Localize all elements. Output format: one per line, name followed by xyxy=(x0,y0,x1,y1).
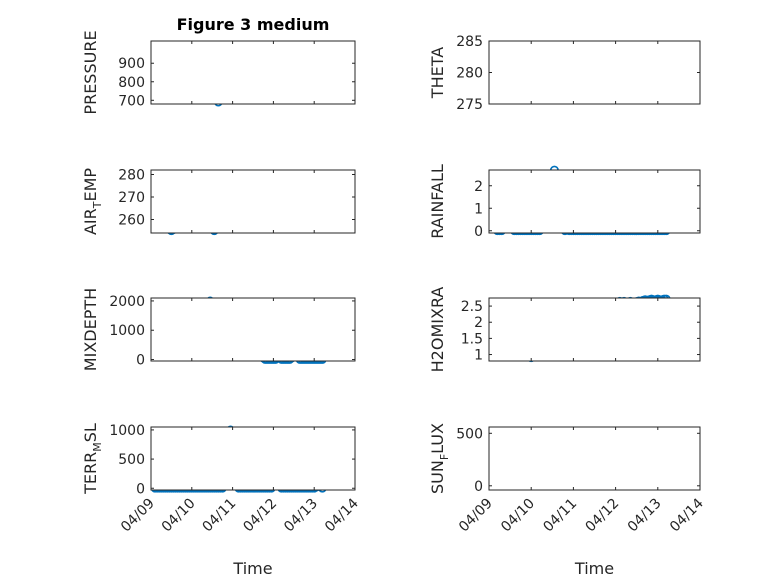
subplot-3: 260 270 280 AIRTEMP xyxy=(81,168,356,236)
y-label-part: SL xyxy=(81,423,100,442)
y-axis-label: MIXDEPTH xyxy=(81,288,100,371)
axes-box xyxy=(488,426,701,491)
y-axis-label: TERRMSL xyxy=(81,423,104,495)
y-tick-label: 900 xyxy=(118,56,145,72)
y-tick-label: 1.5 xyxy=(461,331,483,347)
y-tick-label: 2 xyxy=(474,179,483,195)
y-label-part: EMP xyxy=(81,168,100,202)
axes-box xyxy=(150,169,356,234)
y-tick-label: 280 xyxy=(456,66,483,82)
y-axis-label: SUNFLUX xyxy=(428,423,451,494)
axes-box xyxy=(150,40,356,105)
axes-box xyxy=(150,426,356,491)
y-tick-label: 2000 xyxy=(109,294,145,310)
y-label-subscript: M xyxy=(91,442,104,452)
y-tick-label: 1000 xyxy=(109,423,145,439)
y-label-subscript: T xyxy=(91,201,104,209)
y-label-part: TERR xyxy=(81,452,100,495)
y-tick-label: 800 xyxy=(118,75,145,91)
y-tick-label: 0 xyxy=(136,353,145,369)
y-axis-label: RAINFALL xyxy=(428,164,447,239)
y-tick-label: 260 xyxy=(118,213,145,229)
y-tick-label: 280 xyxy=(118,168,145,184)
y-tick-label: 285 xyxy=(456,34,483,50)
y-label-subscript: F xyxy=(438,454,451,460)
subplot-2: 275 280 285 THETA xyxy=(428,34,701,113)
subplot-grid: 700 800 900 PRESSURE 275 280 285 THETA 260 270 280… xyxy=(81,30,707,535)
y-tick-label: 2 xyxy=(474,315,483,331)
y-tick-label: 270 xyxy=(118,190,145,206)
subplot-6: 11.522.5 H2OMIXRA xyxy=(428,287,701,373)
y-label-part: LUX xyxy=(428,423,447,454)
axes-box xyxy=(488,40,701,105)
subplot-5: 0 1000 2000 MIXDEPTH xyxy=(81,288,356,371)
y-axis-label: PRESSURE xyxy=(81,30,100,114)
y-tick-label: 0 xyxy=(474,224,483,240)
y-tick-label: 2.5 xyxy=(461,299,483,315)
y-axis-label: THETA xyxy=(428,47,447,99)
y-tick-label: 275 xyxy=(456,97,483,113)
axes-box xyxy=(488,297,701,362)
subplot-1: 700 800 900 PRESSURE xyxy=(81,30,356,115)
y-axis-label: H2OMIXRA xyxy=(428,287,447,373)
x-axis-label-left: Time xyxy=(232,559,272,578)
axes-box xyxy=(150,297,356,362)
y-label-part: SUN xyxy=(428,460,447,494)
y-tick-label: 0 xyxy=(136,481,145,497)
x-axis-label-right: Time xyxy=(574,559,614,578)
axes-box xyxy=(488,169,701,234)
y-tick-label: 0 xyxy=(474,479,483,495)
y-tick-label: 700 xyxy=(118,93,145,109)
y-tick-label: 1000 xyxy=(109,323,145,339)
figure-title: Figure 3 medium xyxy=(177,15,330,34)
y-tick-label: 500 xyxy=(456,426,483,442)
subplot-4: 0 1 2 RAINFALL xyxy=(428,164,701,240)
y-tick-label: 1 xyxy=(474,348,483,364)
y-tick-label: 500 xyxy=(118,452,145,468)
y-label-part: AIR xyxy=(81,208,100,235)
y-tick-label: 1 xyxy=(474,201,483,217)
y-axis-label: AIRTEMP xyxy=(81,168,104,235)
